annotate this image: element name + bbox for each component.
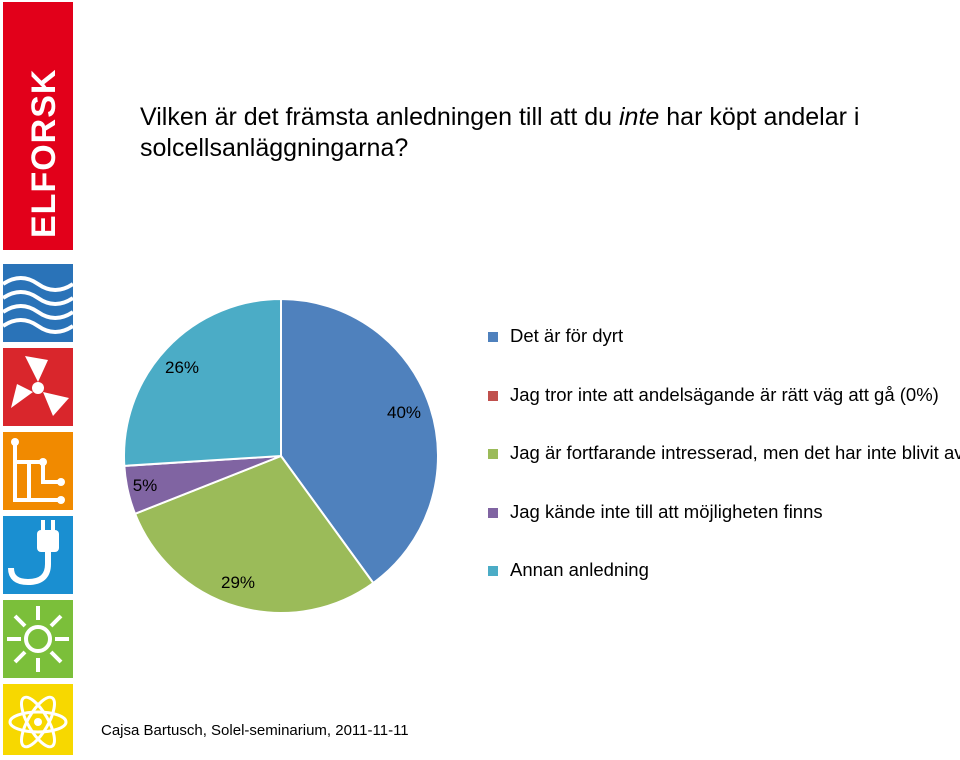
pie-slice (280, 297, 439, 585)
pie-slice (133, 454, 375, 614)
legend-label: Jag tror inte att andelsägande är rätt v… (510, 383, 939, 405)
legend-swatch (488, 507, 498, 518)
sidebar: ELFORSK (0, 0, 75, 755)
footer-text: Cajsa Bartusch, Solel-seminarium, 2011-1… (101, 722, 409, 739)
logo-text: ELFORSK (25, 69, 63, 238)
legend-swatch (488, 566, 498, 576)
legend-swatch (488, 332, 498, 342)
circuit-icon (3, 432, 73, 510)
slice-percent-label: 5% (133, 476, 158, 495)
legend-label: Jag är fortfarande intresserad, men det … (510, 442, 960, 463)
atom-icon (3, 684, 73, 755)
power-plug-icon (3, 516, 73, 594)
title-emphasis: inte (619, 103, 660, 131)
legend-label: Jag kände inte till att möjligheten finn… (510, 500, 823, 522)
slice-percent-label: 26% (165, 358, 199, 377)
slice-percent-label: 40% (387, 403, 421, 422)
sun-icon (3, 600, 73, 678)
elforsk-logo: ELFORSK (3, 2, 73, 250)
legend-swatch (488, 390, 498, 401)
legend-swatch (488, 449, 498, 459)
waves-icon (1, 264, 75, 342)
fan-icon (3, 348, 73, 426)
chart-title: Vilken är det främsta anledningen till a… (140, 103, 860, 162)
legend-label: Det är för dyrt (510, 325, 624, 346)
pie-chart: 40% 29% 5% 26% (123, 297, 439, 614)
slice-percent-label: 29% (221, 573, 255, 592)
legend-label: Annan anledning (510, 559, 649, 580)
pie-slice (123, 297, 282, 467)
